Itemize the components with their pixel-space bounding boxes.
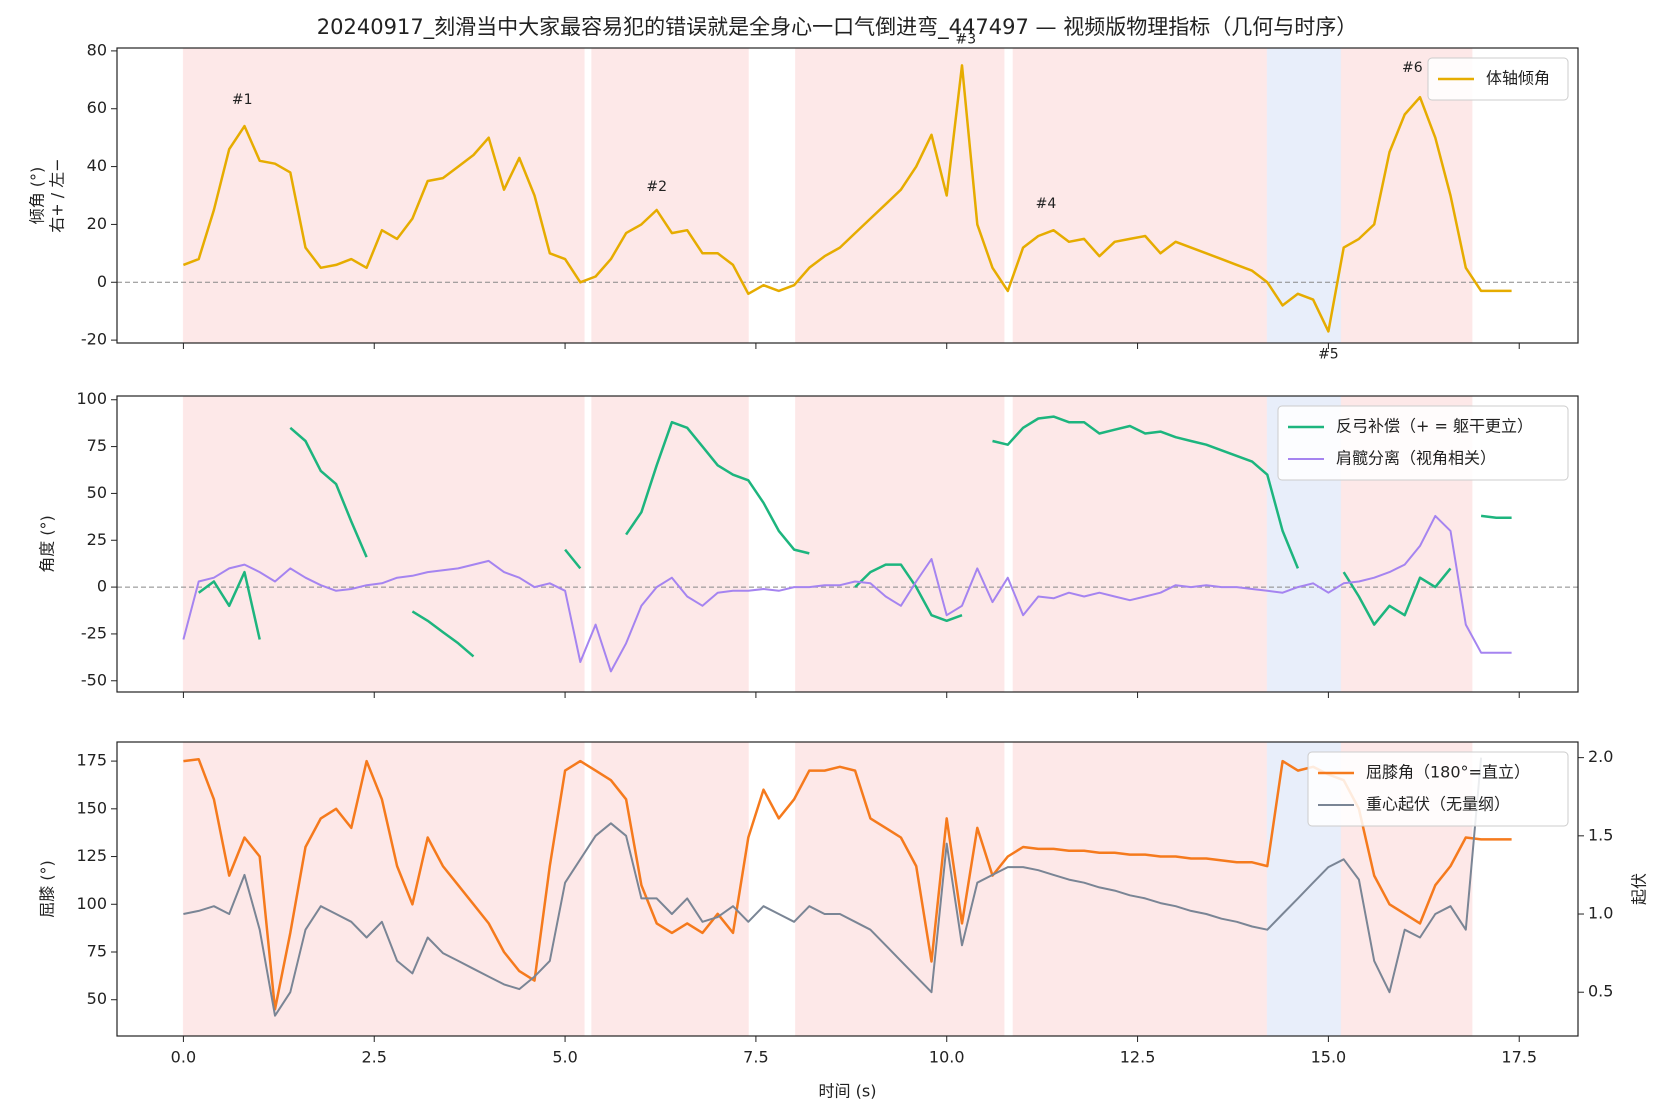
shaded-span <box>182 395 585 693</box>
x-tick-label: 7.5 <box>743 1048 768 1067</box>
y-tick-label: 100 <box>76 389 107 408</box>
annotation: #3 <box>955 31 976 47</box>
x-tick-label: 2.5 <box>362 1048 387 1067</box>
y-tick-label: 50 <box>87 989 107 1008</box>
series-line <box>182 514 1512 673</box>
annotation: #1 <box>232 92 253 108</box>
y-tick-label: 75 <box>87 942 107 961</box>
shaded-span <box>795 47 1005 344</box>
legend-box <box>1427 57 1569 101</box>
annotation: #6 <box>1402 60 1423 76</box>
y2-axis-label: 起伏 <box>1630 873 1649 905</box>
shaded-span <box>1012 741 1268 1037</box>
axes-frame <box>116 47 1579 344</box>
x-tick-label: 10.0 <box>929 1048 965 1067</box>
y-tick-label: 40 <box>87 156 107 175</box>
y-tick-label: 150 <box>76 798 107 817</box>
axes-frame <box>116 395 1579 693</box>
y-tick-label: 100 <box>76 894 107 913</box>
shaded-span <box>1012 395 1268 693</box>
y2-tick-label: 1.5 <box>1588 825 1613 844</box>
y-tick-label: 60 <box>87 98 107 117</box>
panel: 50 75 100 125 150 175 0.5 1.0 1.5 2.0 0.0 2.5 5.0 7.5… <box>38 741 1649 1101</box>
y-axis-label: 屈膝 (°) <box>38 860 57 918</box>
y-tick-label: 75 <box>87 436 107 455</box>
x-axis-label: 时间 (s) <box>819 1082 877 1101</box>
y-tick-label: 80 <box>87 40 107 59</box>
x-tick-label: 15.0 <box>1311 1048 1347 1067</box>
shaded-span <box>1012 47 1268 344</box>
panel: -50 -25 0 25 50 75 100 角度 (°) 反弓补偿（+ = 躯干更立） 肩髋分离… <box>38 389 1579 698</box>
y-tick-label: 0 <box>97 272 107 291</box>
legend-label: 屈膝角（180°=直立） <box>1366 763 1530 782</box>
y2-tick-label: 0.5 <box>1588 982 1613 1001</box>
legend-label: 重心起伏（无量纲） <box>1366 795 1510 814</box>
legend-box <box>1277 405 1569 481</box>
shaded-span <box>795 395 1005 693</box>
y-tick-label: 50 <box>87 483 107 502</box>
series-line <box>182 64 1512 333</box>
series-line <box>183 757 1483 1017</box>
annotation: #5 <box>1318 347 1339 363</box>
x-tick-label: 12.5 <box>1120 1048 1156 1067</box>
panel: #1 #2 #3 #4 #5 #6 -20 0 20 40 60 80 倾角 (°) 右+ / 左− 体轴倾… <box>28 31 1579 363</box>
series-line <box>197 415 1512 658</box>
x-tick-label: 0.0 <box>171 1048 196 1067</box>
y-tick-label: 125 <box>76 846 107 865</box>
shaded-span <box>182 47 585 344</box>
legend-label: 反弓补偿（+ = 躯干更立） <box>1336 417 1533 436</box>
y-axis-label: 倾角 (°) <box>28 167 47 225</box>
y-axis-label: 角度 (°) <box>38 515 57 573</box>
y2-tick-label: 1.0 <box>1588 904 1613 923</box>
y-axis-label: 右+ / 左− <box>48 158 67 232</box>
annotation: #2 <box>646 179 667 195</box>
legend-label: 体轴倾角 <box>1486 69 1550 88</box>
shaded-span <box>795 741 1005 1037</box>
y-tick-label: -25 <box>81 623 107 642</box>
annotation: #4 <box>1036 196 1057 212</box>
y-tick-label: 25 <box>87 530 107 549</box>
shaded-span <box>591 741 749 1037</box>
y-tick-label: 0 <box>97 577 107 596</box>
shaded-span <box>591 47 749 344</box>
y-tick-label: -50 <box>81 670 107 689</box>
y-tick-label: 20 <box>87 214 107 233</box>
y-tick-label: -20 <box>81 330 107 349</box>
x-tick-label: 5.0 <box>552 1048 577 1067</box>
legend-label: 肩髋分离（视角相关） <box>1336 449 1496 468</box>
figure-title: 20240917_刻滑当中大家最容易犯的错误就是全身心一口气倒进弯_447497… <box>317 15 1357 40</box>
y2-tick-label: 2.0 <box>1588 747 1613 766</box>
x-tick-label: 17.5 <box>1501 1048 1537 1067</box>
shaded-span <box>591 395 749 693</box>
series-line <box>183 757 1512 1011</box>
shaded-span <box>182 741 585 1037</box>
axes-frame <box>116 741 1579 1037</box>
legend-box <box>1307 751 1569 827</box>
y-tick-label: 175 <box>76 751 107 770</box>
